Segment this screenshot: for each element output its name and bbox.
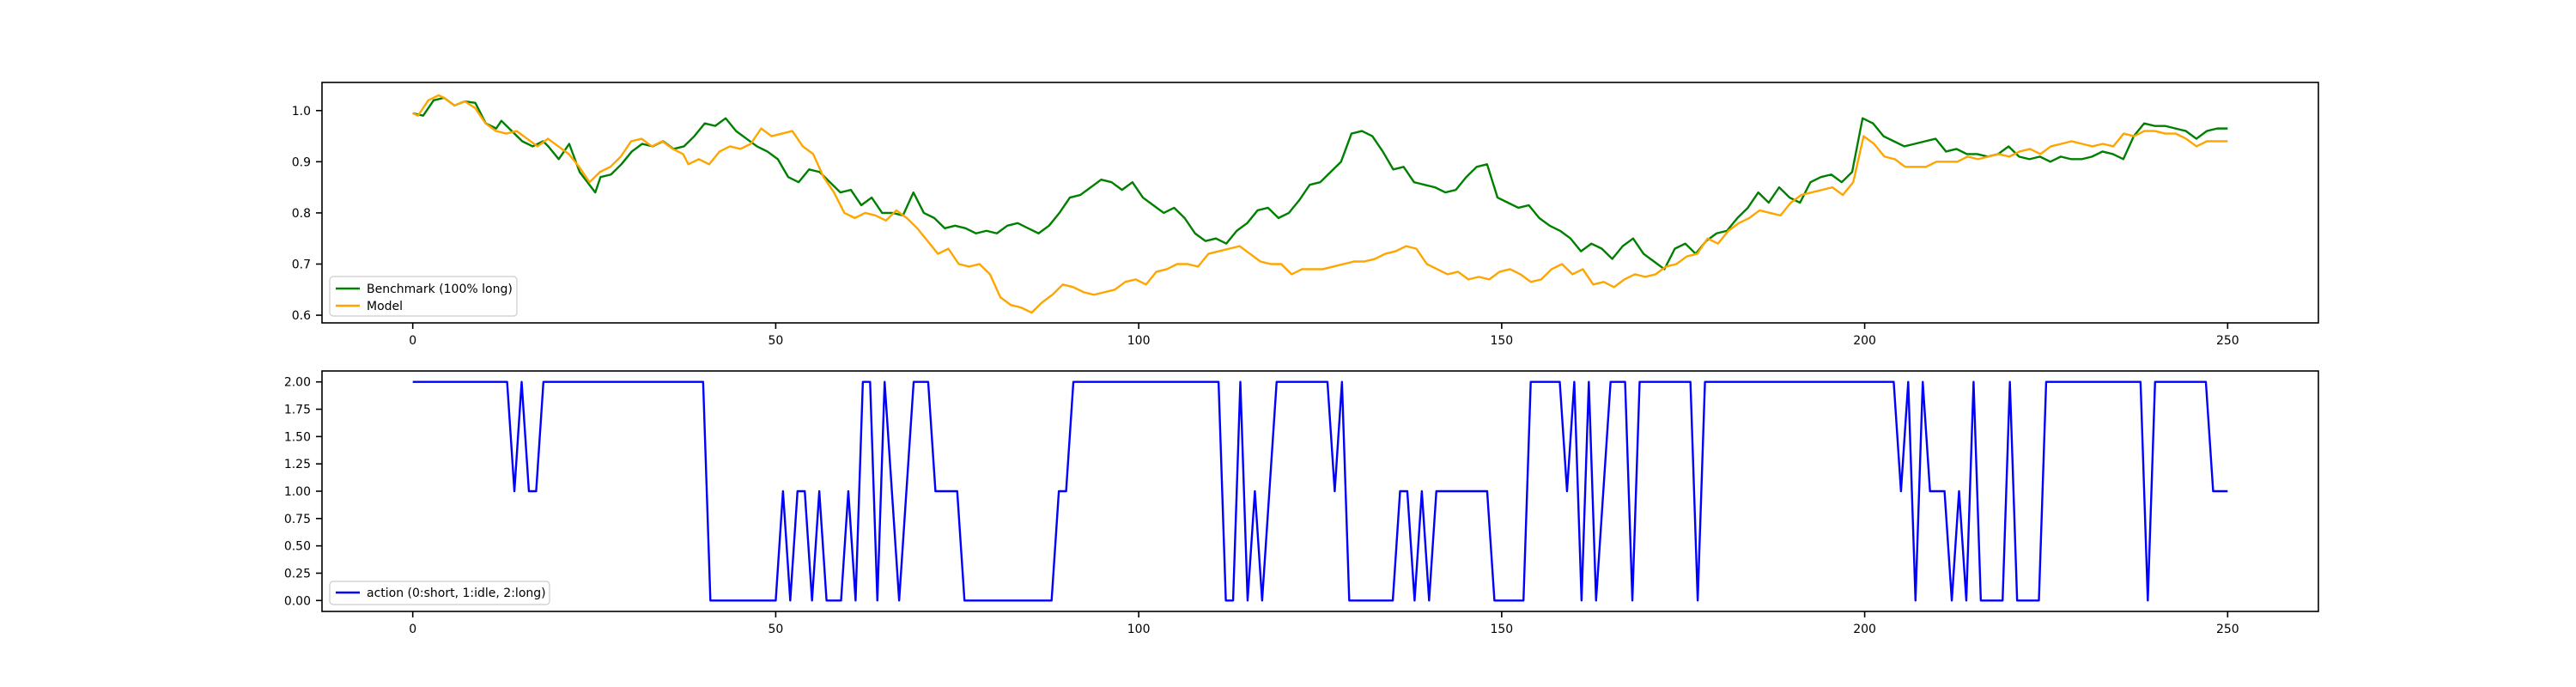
- x-tick-label: 200: [1853, 334, 1876, 348]
- y-tick-label: 0.00: [284, 594, 311, 608]
- legend-action-label: action (0:short, 1:idle, 2:long): [367, 587, 546, 600]
- x-tick-label: 100: [1127, 334, 1151, 348]
- y-tick-label: 0.9: [292, 155, 311, 169]
- x-tick-label: 100: [1127, 623, 1151, 636]
- x-tick-label: 200: [1853, 623, 1876, 636]
- y-tick-label: 0.25: [284, 567, 311, 581]
- x-tick-label: 50: [768, 334, 783, 348]
- price-legend: Benchmark (100% long) Model: [329, 276, 518, 317]
- y-tick-label: 1.0: [292, 105, 311, 119]
- model-line: [412, 94, 2228, 314]
- action-line: [412, 380, 2228, 602]
- x-tick-label: 50: [768, 623, 783, 636]
- action-legend: action (0:short, 1:idle, 2:long): [329, 581, 550, 605]
- action-chart-frame: [321, 370, 2319, 612]
- y-tick-label: 1.25: [284, 458, 311, 471]
- y-tick-label: 2.00: [284, 376, 311, 390]
- action-legend-box: [329, 581, 550, 605]
- action-chart: 0 50 100 150 200 250 0.00 0.25 0.50 0.75 1.00 1.25…: [284, 370, 2319, 636]
- y-tick-label: 1.75: [284, 404, 311, 417]
- y-tick-label: 0.6: [292, 309, 311, 323]
- x-tick-label: 0: [409, 623, 416, 636]
- legend-model-label: Model: [367, 300, 403, 313]
- x-tick-label: 250: [2216, 334, 2239, 348]
- y-tick-label: 0.50: [284, 540, 311, 554]
- price-legend-box: [329, 276, 518, 317]
- x-tick-label: 150: [1490, 334, 1513, 348]
- price-chart: 0 50 100 150 200 250 0.6 0.7 0.8 0.9 1.0 Benchmar…: [292, 82, 2319, 348]
- benchmark-line: [412, 96, 2228, 271]
- x-tick-label: 250: [2216, 623, 2239, 636]
- y-tick-label: 0.8: [292, 207, 311, 221]
- x-tick-label: 150: [1490, 623, 1513, 636]
- x-tick-label: 0: [409, 334, 416, 348]
- y-tick-label: 1.00: [284, 485, 311, 499]
- y-tick-label: 1.50: [284, 430, 311, 444]
- price-chart-frame: [321, 82, 2319, 324]
- y-tick-label: 0.7: [292, 258, 311, 271]
- legend-benchmark-label: Benchmark (100% long): [367, 283, 513, 296]
- y-tick-label: 0.75: [284, 513, 311, 526]
